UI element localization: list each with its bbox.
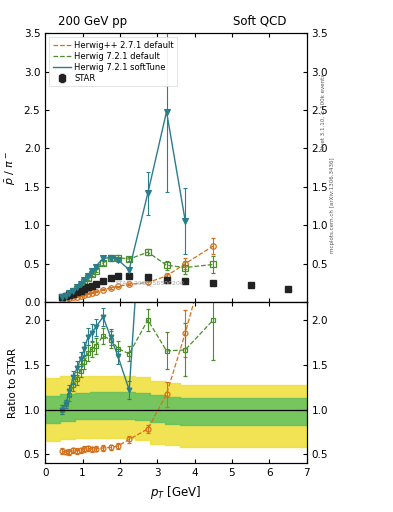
Text: Rivet 3.1.10, ≥ 100k events: Rivet 3.1.10, ≥ 100k events xyxy=(320,74,325,151)
Herwig 7.2.1 softTune xyxy=(183,218,187,224)
Herwig++ 2.7.1 default xyxy=(82,292,87,298)
Herwig 7.2.1 softTune xyxy=(82,277,87,283)
Herwig++ 2.7.1 default xyxy=(145,280,150,286)
Herwig 7.2.1 softTune xyxy=(145,190,150,196)
Herwig 7.2.1 default xyxy=(183,264,187,270)
Herwig 7.2.1 default xyxy=(71,288,75,294)
Herwig 7.2.1 default xyxy=(101,260,105,266)
Herwig 7.2.1 default xyxy=(78,283,83,289)
Herwig 7.2.1 default xyxy=(75,286,79,292)
Text: STAR_2006_S6500200: STAR_2006_S6500200 xyxy=(116,280,184,286)
Herwig 7.2.1 default xyxy=(116,254,120,261)
Herwig 7.2.1 default xyxy=(164,262,169,268)
Herwig 7.2.1 softTune xyxy=(63,292,68,298)
Line: Herwig 7.2.1 default: Herwig 7.2.1 default xyxy=(62,252,213,297)
Herwig++ 2.7.1 default xyxy=(127,282,132,288)
Herwig++ 2.7.1 default xyxy=(164,273,169,279)
Herwig++ 2.7.1 default xyxy=(116,283,120,289)
Herwig 7.2.1 softTune xyxy=(78,281,83,287)
Text: Soft QCD: Soft QCD xyxy=(233,15,286,28)
Herwig++ 2.7.1 default xyxy=(101,287,105,293)
Herwig 7.2.1 default xyxy=(211,261,215,267)
Herwig 7.2.1 softTune xyxy=(67,290,72,296)
Herwig 7.2.1 default xyxy=(145,249,150,255)
Herwig++ 2.7.1 default xyxy=(86,291,90,297)
Herwig++ 2.7.1 default xyxy=(90,290,94,296)
Line: Herwig++ 2.7.1 default: Herwig++ 2.7.1 default xyxy=(62,246,213,300)
Herwig 7.2.1 softTune xyxy=(86,272,90,279)
Herwig++ 2.7.1 default xyxy=(183,261,187,267)
Herwig 7.2.1 softTune xyxy=(90,268,94,274)
Herwig 7.2.1 softTune xyxy=(93,264,98,270)
Herwig 7.2.1 softTune xyxy=(164,109,169,115)
Herwig++ 2.7.1 default xyxy=(67,295,72,301)
Line: Herwig 7.2.1 softTune: Herwig 7.2.1 softTune xyxy=(62,112,185,297)
Text: 200 GeV pp: 200 GeV pp xyxy=(58,15,127,28)
Herwig 7.2.1 default xyxy=(127,256,132,262)
Herwig++ 2.7.1 default xyxy=(63,296,68,302)
Herwig 7.2.1 softTune xyxy=(108,254,113,261)
Herwig 7.2.1 softTune xyxy=(71,287,75,293)
Herwig 7.2.1 softTune xyxy=(101,255,105,261)
Herwig++ 2.7.1 default xyxy=(93,289,98,295)
Herwig++ 2.7.1 default xyxy=(108,285,113,291)
Herwig 7.2.1 default xyxy=(90,271,94,278)
Herwig++ 2.7.1 default xyxy=(211,243,215,249)
Herwig++ 2.7.1 default xyxy=(78,293,83,299)
Herwig 7.2.1 default xyxy=(60,294,64,300)
Herwig 7.2.1 default xyxy=(108,255,113,261)
Herwig++ 2.7.1 default xyxy=(71,294,75,301)
Y-axis label: Ratio to STAR: Ratio to STAR xyxy=(8,348,18,418)
Herwig 7.2.1 softTune xyxy=(116,257,120,263)
Herwig 7.2.1 default xyxy=(93,267,98,273)
Herwig 7.2.1 softTune xyxy=(127,267,132,273)
Herwig 7.2.1 softTune xyxy=(75,285,79,291)
Herwig 7.2.1 default xyxy=(86,275,90,282)
Herwig 7.2.1 default xyxy=(82,279,87,285)
Herwig++ 2.7.1 default xyxy=(60,296,64,303)
Herwig 7.2.1 default xyxy=(63,292,68,298)
X-axis label: $p_T$ [GeV]: $p_T$ [GeV] xyxy=(150,484,202,501)
Herwig 7.2.1 softTune xyxy=(60,294,64,300)
Herwig++ 2.7.1 default xyxy=(75,293,79,300)
Legend: Herwig++ 2.7.1 default, Herwig 7.2.1 default, Herwig 7.2.1 softTune, STAR: Herwig++ 2.7.1 default, Herwig 7.2.1 def… xyxy=(50,37,177,87)
Herwig 7.2.1 default xyxy=(67,290,72,296)
Y-axis label: $\bar{p}$ / $\pi^-$: $\bar{p}$ / $\pi^-$ xyxy=(4,151,18,185)
Text: mcplots.cern.ch [arXiv:1306.3436]: mcplots.cern.ch [arXiv:1306.3436] xyxy=(330,157,335,252)
